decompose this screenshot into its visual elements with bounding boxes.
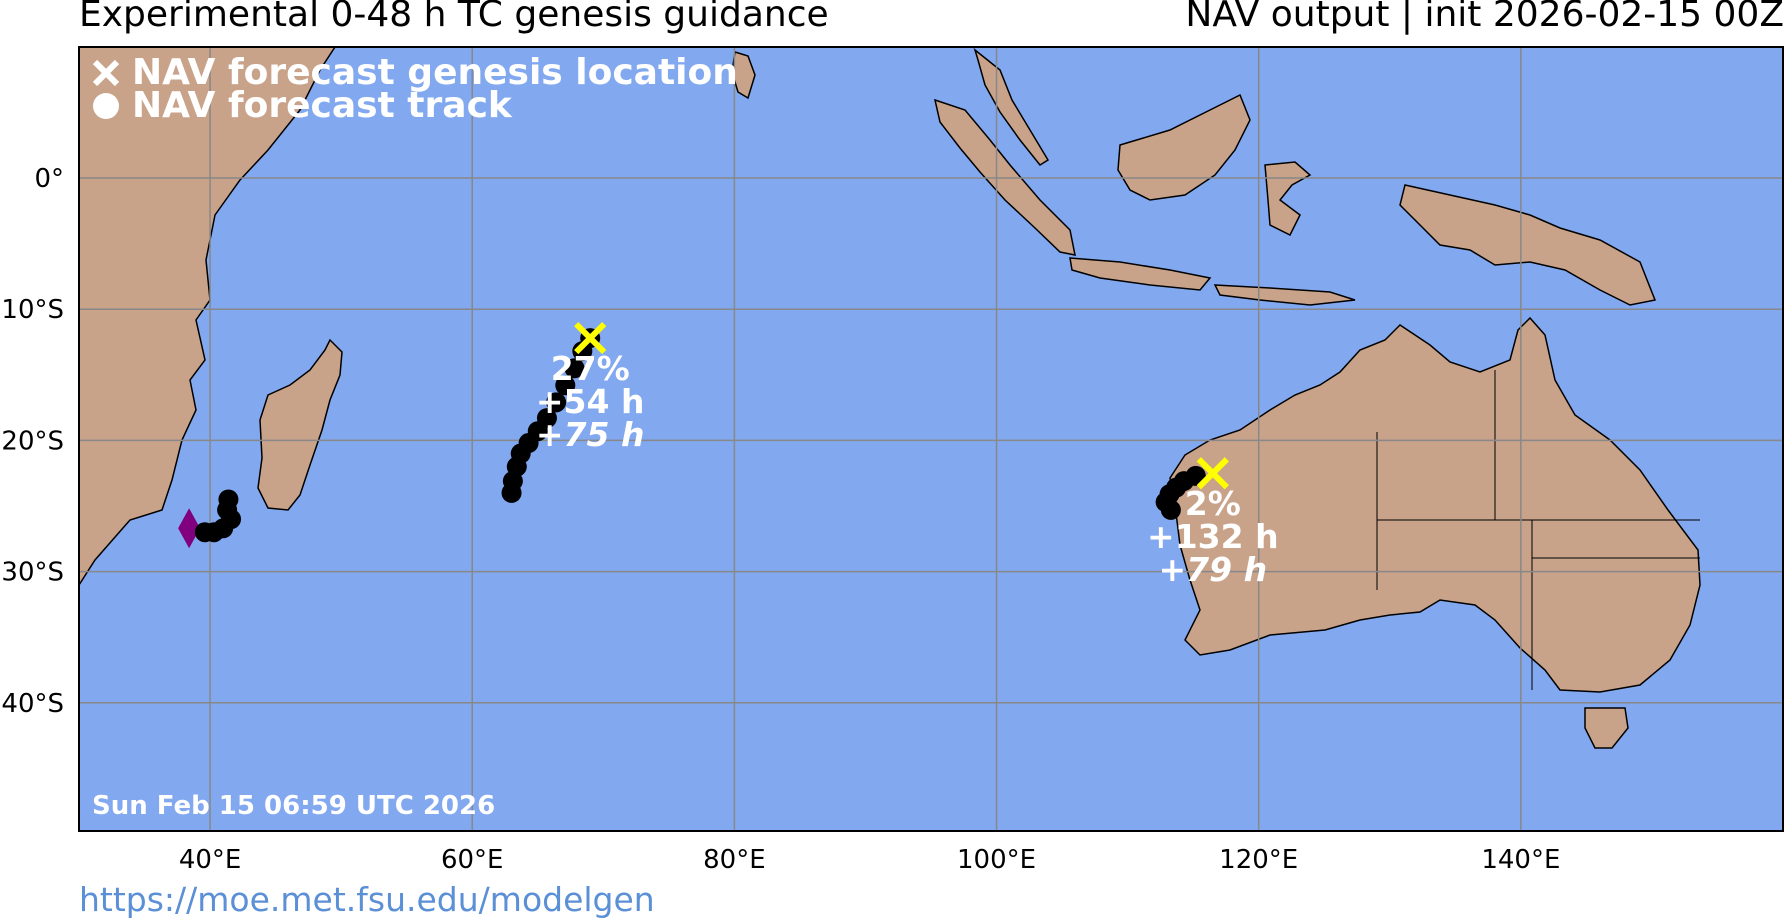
land-africa (79, 47, 336, 587)
track-point (572, 341, 593, 362)
track-point (555, 375, 576, 396)
model-init-label: NAV output | init 2026-02-15 00Z (1185, 0, 1784, 35)
map-frame (78, 46, 1784, 832)
land-sulawesi (1264, 161, 1312, 237)
lon-tick-label: 80°E (703, 845, 766, 875)
model-link[interactable]: https://moe.met.fsu.edu/modelgen (79, 880, 655, 919)
lon-tick-label: 100°E (957, 845, 1036, 875)
lon-tick-label: 120°E (1219, 845, 1298, 875)
track-point (501, 482, 522, 503)
lat-tick-label: 10°S (1, 295, 64, 325)
genesis-lead-time: +54 h (536, 382, 645, 421)
lat-tick-label: 40°S (1, 689, 64, 719)
track-point (1160, 499, 1181, 520)
chart-title: Experimental 0-48 h TC genesis guidance (79, 0, 829, 35)
land-tasmania (1584, 707, 1629, 749)
legend-genesis-label: NAV forecast genesis location (132, 52, 738, 93)
land-lesser-sundas (1213, 284, 1356, 306)
forecast-tracks (178, 321, 1229, 549)
genesis-lead-time: +132 h (1147, 517, 1279, 556)
genesis-map: 27%+54 h+75 h 2%+132 h+79 h 0° 10°S 20°S 30°… (1, 46, 1784, 875)
x-icon (92, 59, 120, 87)
lat-tick-label: 30°S (1, 558, 64, 588)
system-labels: 27%+54 h+75 h 2%+132 h+79 h (536, 349, 1279, 589)
land-borneo (1117, 93, 1251, 201)
land-java (1069, 257, 1212, 291)
legend: NAV forecast genesis location NAV foreca… (92, 52, 738, 126)
land-new-guinea (1399, 184, 1657, 306)
axis-labels: 0° 10°S 20°S 30°S 40°S 40°E 60°E 80°E 100°E 120°E… (1, 164, 1560, 875)
valid-timestamp: Sun Feb 15 06:59 UTC 2026 (92, 791, 495, 821)
track-duration: +75 h (536, 415, 645, 454)
lon-tick-label: 40°E (179, 845, 242, 875)
lon-tick-label: 60°E (441, 845, 504, 875)
lat-tick-label: 0° (34, 164, 64, 194)
genesis-x-icon (574, 321, 607, 355)
genesis-probability: 2% (1185, 484, 1241, 523)
australia-borders (1376, 370, 1700, 690)
land-australia (1169, 316, 1701, 693)
circle-icon (93, 93, 119, 119)
legend-track-label: NAV forecast track (132, 85, 513, 126)
genesis-x-icon (1196, 457, 1229, 490)
graticule (79, 47, 1783, 831)
land-masses (79, 47, 1701, 749)
track-point (218, 489, 239, 510)
land-madagascar (257, 338, 343, 511)
track-point (564, 358, 585, 379)
land-malaya (973, 47, 1050, 166)
land-sri-lanka (731, 51, 756, 100)
genesis-probability: 27% (551, 349, 630, 388)
diamond-icon (178, 508, 201, 549)
lon-tick-label: 140°E (1481, 845, 1560, 875)
lat-tick-label: 20°S (1, 426, 64, 456)
track-point (546, 392, 567, 413)
track-duration: +79 h (1159, 550, 1268, 589)
